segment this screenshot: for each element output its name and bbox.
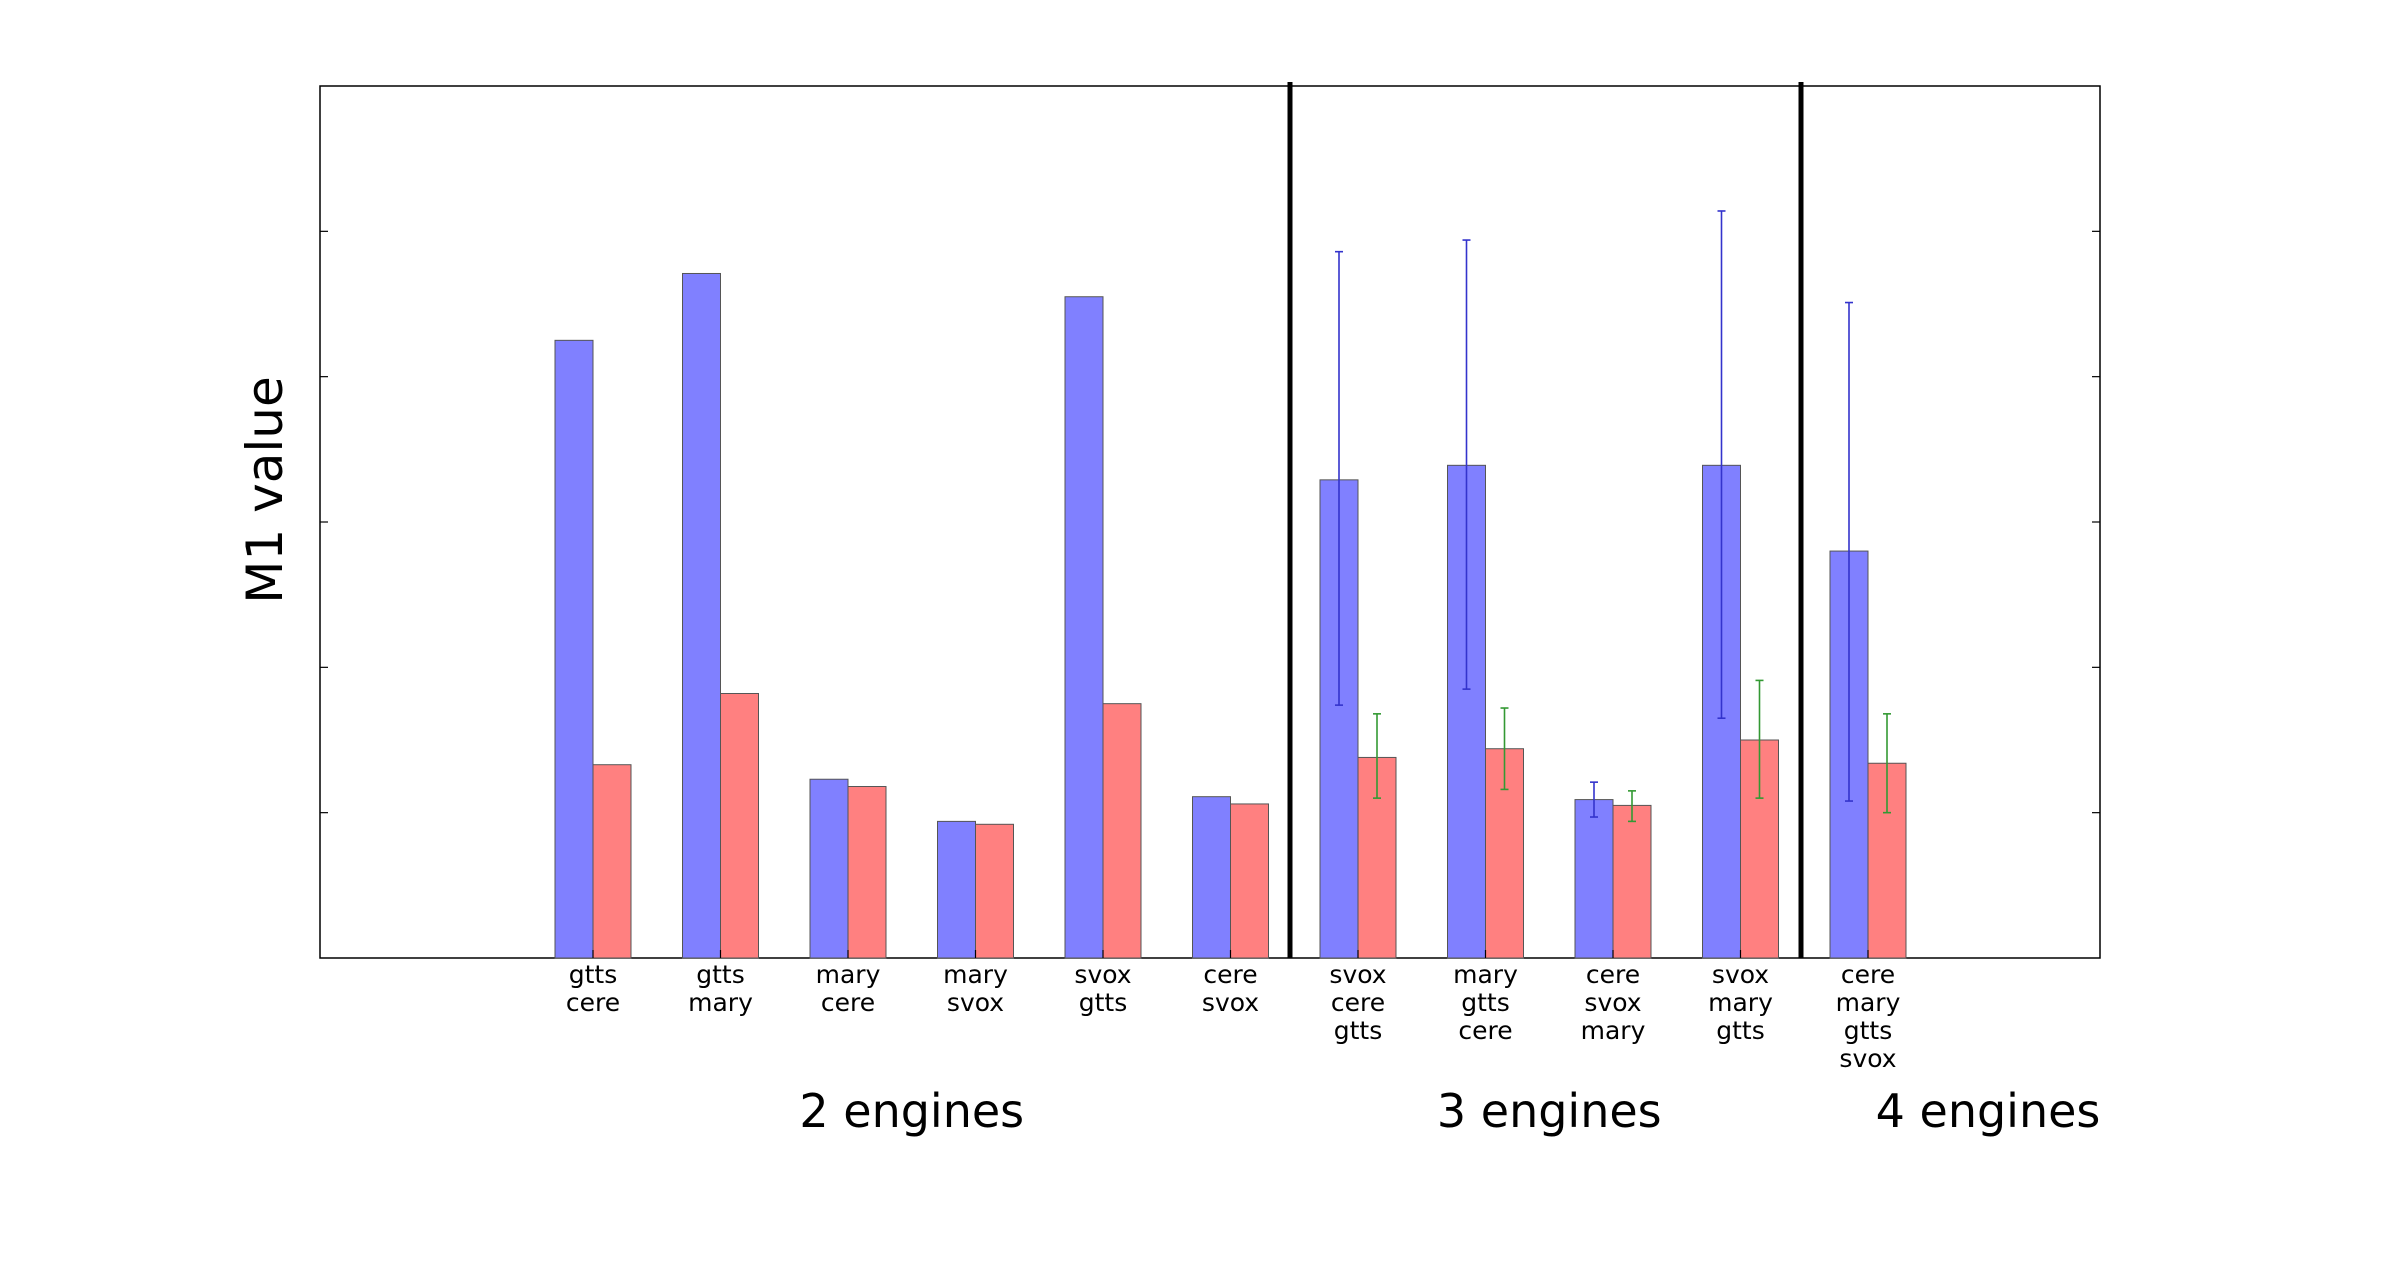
bar-series-1-2: [682, 272, 721, 959]
bar-series-2-6: [1230, 803, 1269, 959]
bar-series-2-4: [975, 823, 1014, 959]
bar-series-2-5: [1102, 703, 1142, 959]
x-tick-label-8: mary gtts cere: [1453, 960, 1518, 1045]
bar-series-2-2: [720, 692, 759, 959]
group-label-3: 4 engines: [1876, 1084, 2101, 1138]
bar-series-1-6: [1192, 796, 1231, 959]
chart-marks: gtts cere gtts mary mary cere mary svox svox gtts…: [320, 210, 2101, 1138]
group-label-2: 3 engines: [1437, 1084, 1662, 1138]
bar-series-1-5: [1064, 296, 1104, 959]
group-label-1: 2 engines: [799, 1084, 1024, 1138]
x-tick-label-3: mary cere: [816, 960, 881, 1017]
bar-series-2-1: [592, 764, 632, 959]
x-tick-label-5: svox gtts: [1074, 960, 1131, 1017]
bar-series-2-9: [1612, 804, 1652, 959]
bar-series-1-4: [937, 820, 976, 959]
x-tick-label-6: cere svox: [1202, 960, 1259, 1017]
x-tick-label-7: svox cere gtts: [1329, 960, 1386, 1045]
y-axis-label: M1 value: [236, 376, 294, 603]
x-tick-label-9: cere svox mary: [1581, 960, 1646, 1045]
x-tick-label-4: mary svox: [943, 960, 1008, 1017]
bar-series-1-9: [1574, 799, 1614, 959]
x-tick-label-2: gtts mary: [688, 960, 753, 1017]
bar-series-1-1: [554, 339, 594, 959]
bar-series-2-3: [847, 786, 887, 959]
x-tick-label-10: svox mary gtts: [1708, 960, 1773, 1045]
x-tick-label-11: cere mary gtts svox: [1836, 960, 1901, 1073]
x-tick-label-1: gtts cere: [566, 960, 620, 1017]
bar-series-1-3: [809, 778, 849, 959]
